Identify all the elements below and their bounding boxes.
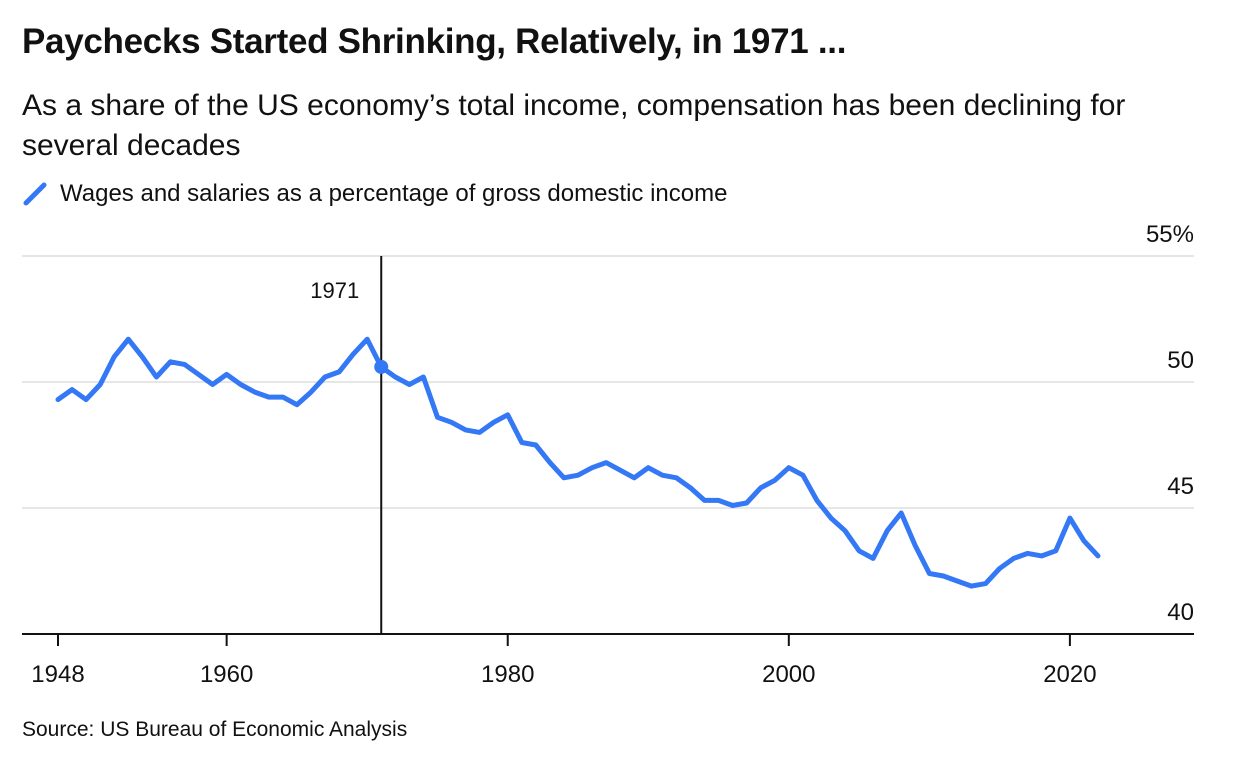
y-tick-label-55: 55%: [1146, 221, 1194, 248]
x-tick-label-1980: 1980: [481, 661, 534, 688]
x-tick-label-1960: 1960: [200, 661, 253, 688]
x-tick-label-2000: 2000: [762, 661, 815, 688]
source-note: Source: US Bureau of Economic Analysis: [22, 718, 408, 741]
y-tick-label-40: 40: [1167, 599, 1194, 626]
x-tick-label-2020: 2020: [1043, 661, 1096, 688]
series-line: [55, 336, 1101, 589]
x-tick-label-1948: 1948: [31, 661, 84, 688]
legend: Wages and salaries as a percentage of gr…: [22, 178, 727, 210]
chart-title: Paychecks Started Shrinking, Relatively,…: [22, 22, 847, 61]
y-tick-label-45: 45: [1167, 473, 1194, 500]
chart-subtitle: As a share of the US economy’s total inc…: [22, 89, 1126, 162]
legend-line-icon: [23, 182, 47, 206]
annotation-label-1971: 1971: [310, 278, 359, 303]
y-tick-label-50: 50: [1167, 347, 1194, 374]
legend-label: Wages and salaries as a percentage of gr…: [60, 180, 728, 207]
data-point-1971: [374, 359, 389, 374]
